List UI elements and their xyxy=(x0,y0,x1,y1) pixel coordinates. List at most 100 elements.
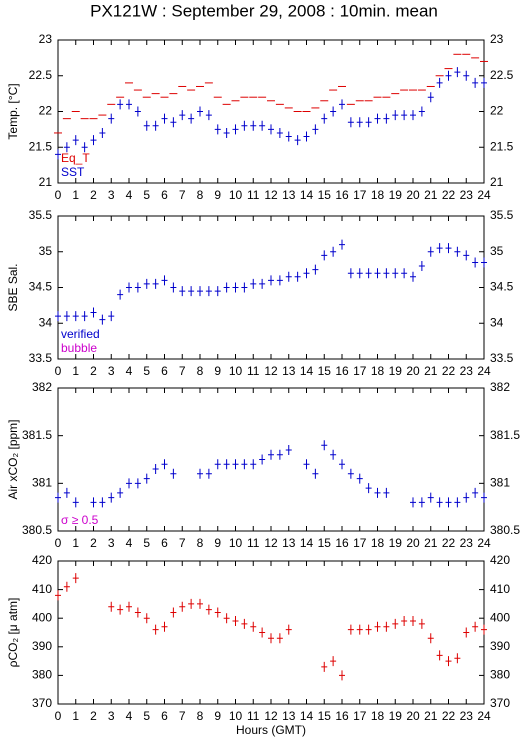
x-tick-label: 15 xyxy=(318,188,332,202)
x-tick-label: 0 xyxy=(55,364,62,378)
data-point xyxy=(188,286,195,297)
data-point xyxy=(188,113,195,124)
x-tick-label: 14 xyxy=(300,709,314,723)
data-point xyxy=(161,459,168,470)
data-point xyxy=(330,656,337,667)
x-tick-label: 24 xyxy=(477,709,491,723)
data-point xyxy=(374,487,381,498)
x-tick-label: 20 xyxy=(406,709,420,723)
data-point xyxy=(303,459,310,470)
data-point xyxy=(205,110,212,121)
data-point xyxy=(276,275,283,286)
y-tick-label: 35 xyxy=(490,244,504,258)
x-tick-label: 8 xyxy=(197,188,204,202)
x-tick-label: 20 xyxy=(406,188,420,202)
data-point xyxy=(99,127,106,138)
data-point xyxy=(197,468,203,479)
x-tick-label: 22 xyxy=(442,709,456,723)
data-point xyxy=(321,250,328,261)
y-tick-label: 380.5 xyxy=(22,523,52,537)
data-point xyxy=(285,444,292,455)
data-point xyxy=(197,286,203,297)
x-tick-label: 22 xyxy=(442,188,456,202)
x-tick-label: 12 xyxy=(264,709,278,723)
data-point xyxy=(143,613,150,624)
data-point xyxy=(232,124,239,135)
x-tick-label: 16 xyxy=(335,364,349,378)
y-tick-label: 22 xyxy=(490,104,504,118)
data-point xyxy=(454,67,461,78)
y-tick-label: 400 xyxy=(32,610,52,624)
data-point xyxy=(339,670,345,681)
data-point xyxy=(445,497,452,508)
data-point xyxy=(436,77,443,88)
x-tick-label: 24 xyxy=(477,536,491,550)
y-tick-label: 370 xyxy=(32,696,52,710)
y-tick-label: 382 xyxy=(490,380,510,394)
data-point xyxy=(72,573,79,584)
legend-label: σ ≥ 0.5 xyxy=(61,513,99,527)
x-tick-label: 13 xyxy=(282,709,296,723)
data-point xyxy=(90,497,97,508)
data-point xyxy=(445,656,452,667)
data-point xyxy=(268,275,274,286)
data-point xyxy=(72,311,79,322)
data-point xyxy=(179,286,186,297)
x-tick-label: 21 xyxy=(424,364,438,378)
data-point xyxy=(134,478,141,489)
x-tick-label: 22 xyxy=(442,536,456,550)
y-tick-label: 21 xyxy=(39,175,53,189)
x-tick-label: 12 xyxy=(264,536,278,550)
x-tick-label: 11 xyxy=(247,364,260,378)
data-point xyxy=(126,99,132,110)
data-point xyxy=(214,286,221,297)
data-point xyxy=(294,135,301,146)
y-tick-label: 34 xyxy=(490,315,504,329)
x-tick-label: 21 xyxy=(424,536,438,550)
x-tick-label: 4 xyxy=(126,188,133,202)
y-tick-label: 390 xyxy=(32,639,52,653)
data-point xyxy=(347,117,354,128)
data-point xyxy=(285,624,292,635)
x-tick-label: 13 xyxy=(282,536,296,550)
data-point xyxy=(232,282,239,293)
x-tick-label: 7 xyxy=(179,188,186,202)
data-point xyxy=(179,110,186,121)
x-tick-label: 2 xyxy=(90,188,97,202)
x-tick-label: 10 xyxy=(229,709,243,723)
data-point xyxy=(259,454,266,465)
data-point xyxy=(268,633,274,644)
x-tick-label: 18 xyxy=(371,188,385,202)
data-point xyxy=(223,282,230,293)
data-point xyxy=(108,113,115,124)
data-point xyxy=(108,311,115,322)
y-tick-label: 35 xyxy=(39,244,53,258)
y-tick-label: 382 xyxy=(32,380,52,394)
x-tick-label: 4 xyxy=(126,536,133,550)
x-tick-label: 9 xyxy=(214,709,221,723)
data-point xyxy=(347,268,354,279)
x-tick-label: 17 xyxy=(353,188,367,202)
y-axis-label: Temp. [°C] xyxy=(6,83,20,139)
data-point xyxy=(205,286,212,297)
data-point xyxy=(392,618,399,629)
y-tick-label: 381 xyxy=(32,476,52,490)
x-tick-label: 18 xyxy=(371,709,385,723)
x-tick-label: 7 xyxy=(179,536,186,550)
x-tick-label: 24 xyxy=(477,364,491,378)
data-point xyxy=(463,70,470,81)
data-point xyxy=(126,282,132,293)
x-tick-label: 13 xyxy=(282,364,296,378)
x-tick-label: 11 xyxy=(247,709,260,723)
data-point xyxy=(276,127,283,138)
y-tick-label: 410 xyxy=(32,582,52,596)
data-point xyxy=(117,289,124,300)
x-tick-label: 5 xyxy=(143,364,150,378)
data-point xyxy=(276,449,283,460)
data-point xyxy=(152,278,159,289)
data-point xyxy=(418,618,425,629)
x-tick-label: 4 xyxy=(126,364,133,378)
x-tick-label: 4 xyxy=(126,709,133,723)
data-point xyxy=(143,278,150,289)
x-tick-label: 2 xyxy=(90,364,97,378)
